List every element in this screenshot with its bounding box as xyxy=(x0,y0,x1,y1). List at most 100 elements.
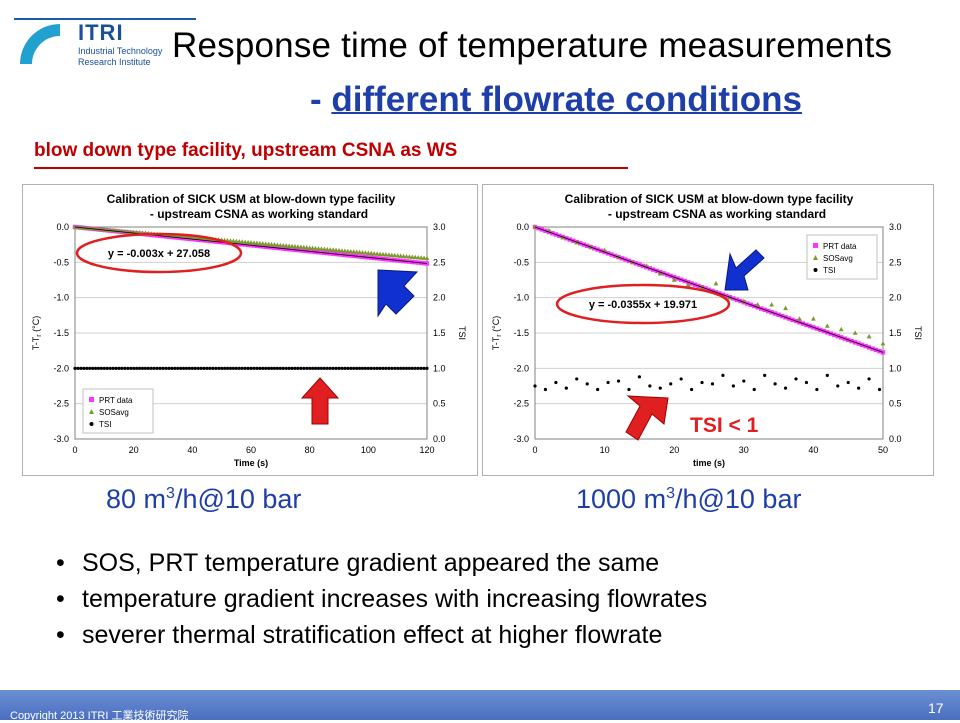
tsi-point xyxy=(287,366,291,370)
slide-title: Response time of temperature measurement… xyxy=(172,26,893,65)
tsi-point xyxy=(264,366,268,370)
legend-label: SOSavg xyxy=(823,254,853,263)
x-tick-label: 0 xyxy=(72,445,77,455)
tsi-point xyxy=(407,366,411,370)
sos-point xyxy=(339,248,345,253)
logo-subtext-2: Research Institute xyxy=(78,57,151,67)
tsi-point xyxy=(404,366,409,370)
tsi-point xyxy=(240,366,244,370)
tsi-point xyxy=(146,366,150,370)
logo-subtext-1: Industrial Technology xyxy=(78,46,163,56)
tsi-point xyxy=(355,366,359,370)
x-tick-label: 60 xyxy=(246,445,256,455)
legend-box xyxy=(806,234,878,280)
y-tick-label: -1.0 xyxy=(513,293,529,303)
tsi-point xyxy=(399,366,403,370)
tsi-point xyxy=(311,366,315,370)
tsi-point xyxy=(322,366,326,370)
tsi-point xyxy=(387,366,391,370)
sos-point xyxy=(357,249,362,255)
sos-point xyxy=(248,240,254,245)
tsi-point xyxy=(543,387,548,392)
bullet-item: • temperature gradient increases with inc… xyxy=(56,585,708,613)
tsi-point xyxy=(190,366,194,370)
tsi-point xyxy=(575,377,579,381)
tsi-point xyxy=(564,386,568,390)
tsi-point xyxy=(135,366,139,370)
sos-point xyxy=(286,243,292,248)
tsi-point xyxy=(205,366,209,370)
tsi-point xyxy=(369,366,373,370)
y-tick-label: -1.5 xyxy=(53,328,69,338)
tsi-point xyxy=(393,366,397,370)
tsi-point xyxy=(202,366,206,370)
y-tick-label: -2.0 xyxy=(513,363,529,373)
flow2-unit: /h@10 bar xyxy=(674,484,802,514)
tsi-point xyxy=(261,366,265,370)
tsi-point xyxy=(877,387,882,392)
tsi-point xyxy=(255,366,259,370)
y-tick-label: -0.5 xyxy=(53,257,69,267)
sos-point xyxy=(389,252,395,258)
tsi-point xyxy=(366,366,370,370)
tsi-point xyxy=(272,366,277,370)
sos-point xyxy=(192,235,198,240)
tsi-point xyxy=(120,366,124,370)
y-axis-label: T-Tr (°C) xyxy=(31,316,43,350)
y2-tick-label: 0.5 xyxy=(889,399,902,409)
tsi-point xyxy=(627,387,631,392)
sos-point xyxy=(377,251,383,256)
sos-point xyxy=(360,250,365,255)
legend-label: TSI xyxy=(99,420,111,429)
tsi-point xyxy=(357,366,362,370)
sos-point xyxy=(195,235,201,240)
tsi-point xyxy=(425,366,429,370)
tsi-point xyxy=(243,366,247,370)
bullet-text: SOS, PRT temperature gradient appeared t… xyxy=(82,549,660,577)
sos-point xyxy=(383,252,389,257)
blue-arrow-left xyxy=(377,269,419,318)
sos-point xyxy=(380,251,386,257)
bullet-text: severer thermal stratification effect at… xyxy=(82,621,663,649)
y2-tick-label: 0.0 xyxy=(433,434,446,444)
y2-tick-label: 0.0 xyxy=(889,434,902,444)
sos-point xyxy=(797,316,802,321)
sos-point xyxy=(345,248,351,254)
tsi-point xyxy=(316,366,321,370)
legend-symbol-sos xyxy=(813,255,818,260)
legend-symbol-tsi xyxy=(89,422,94,426)
tsi-point xyxy=(132,366,136,370)
tsi-point xyxy=(836,384,840,388)
sos-point xyxy=(330,247,336,252)
tsi-point xyxy=(325,366,329,370)
sos-point xyxy=(401,253,406,259)
sos-point xyxy=(769,302,775,307)
y2-tick-label: 1.5 xyxy=(433,328,446,338)
tsi-point xyxy=(299,366,303,370)
tsi-point xyxy=(290,366,294,370)
tsi-point xyxy=(363,366,367,370)
tsi-point xyxy=(164,366,168,370)
plot-area xyxy=(534,226,884,440)
sos-point xyxy=(254,240,260,246)
plot-area xyxy=(74,226,428,440)
x-tick-label: 10 xyxy=(600,445,610,455)
x-tick-label: 40 xyxy=(187,445,197,455)
sos-point xyxy=(398,253,403,258)
sos-point xyxy=(260,241,266,246)
tsi-point xyxy=(533,384,537,388)
tsi-point xyxy=(721,373,725,377)
tsi-point xyxy=(328,366,332,370)
sos-point xyxy=(313,245,318,251)
tsi-point xyxy=(343,366,347,370)
trendline-equation: y = -0.0355x + 19.971 xyxy=(589,299,697,311)
tsi-point xyxy=(161,366,165,370)
y-tick-label: -2.5 xyxy=(513,399,529,409)
tsi-point xyxy=(679,377,683,381)
sos-point xyxy=(365,250,371,255)
sos-point xyxy=(657,271,663,276)
itri-logo-mark xyxy=(20,24,60,70)
tsi-point xyxy=(648,384,652,388)
y-tick-label: -3.0 xyxy=(53,434,69,444)
